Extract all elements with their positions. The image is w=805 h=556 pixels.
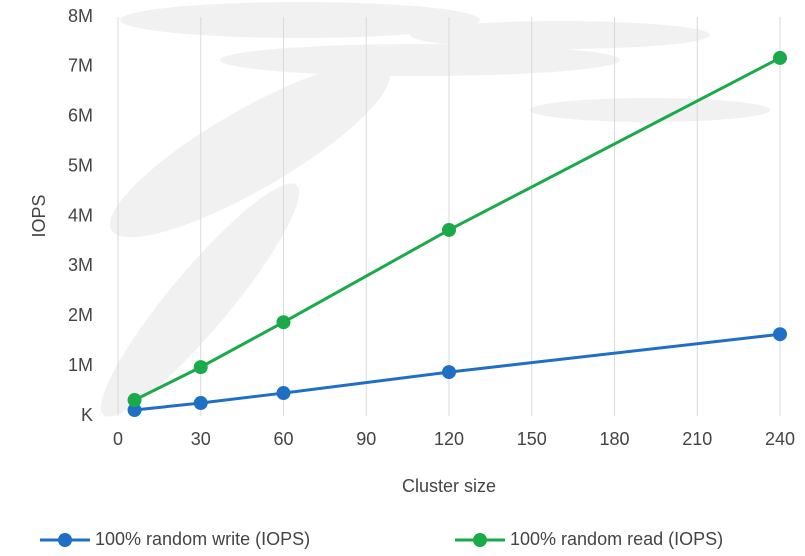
point: [127, 393, 142, 408]
point: [127, 403, 142, 418]
point: [442, 222, 456, 237]
y-tick-label: 6M: [68, 106, 93, 126]
x-tick-label: 120: [434, 429, 464, 449]
legend-marker: [473, 533, 487, 547]
x-tick-label: 90: [356, 429, 376, 449]
x-tick-label: 180: [599, 429, 629, 449]
series-line: [134, 332, 781, 412]
x-tick-label: 0: [113, 429, 123, 449]
point: [276, 386, 291, 401]
point: [276, 315, 291, 330]
x-tick-label: 60: [273, 429, 293, 449]
x-tick-label: 30: [191, 429, 211, 449]
point: [442, 365, 456, 380]
y-tick-label: 7M: [68, 56, 93, 76]
point: [193, 360, 208, 375]
point: [773, 50, 787, 65]
background-decoration: [100, 2, 770, 417]
legend-label: 100% random write (IOPS): [95, 529, 310, 549]
y-tick-label: 1M: [68, 355, 93, 375]
y-axis-label: IOPS: [29, 194, 49, 237]
y-tick-label: K: [81, 405, 93, 425]
y-tick-label: 3M: [68, 255, 93, 275]
y-tick-label: 2M: [68, 305, 93, 325]
x-tick-label: 240: [765, 429, 795, 449]
y-tick-label: 8M: [68, 6, 93, 26]
point: [773, 327, 787, 342]
y-tick-label: 5M: [68, 155, 93, 175]
legend-label: 100% random read (IOPS): [510, 529, 723, 549]
legend-marker: [58, 533, 72, 547]
y-tick-label: 4M: [68, 205, 93, 225]
x-tick-label: 150: [517, 429, 547, 449]
x-tick-label: 210: [682, 429, 712, 449]
point: [193, 396, 208, 411]
x-axis-label: Cluster size: [402, 476, 496, 496]
